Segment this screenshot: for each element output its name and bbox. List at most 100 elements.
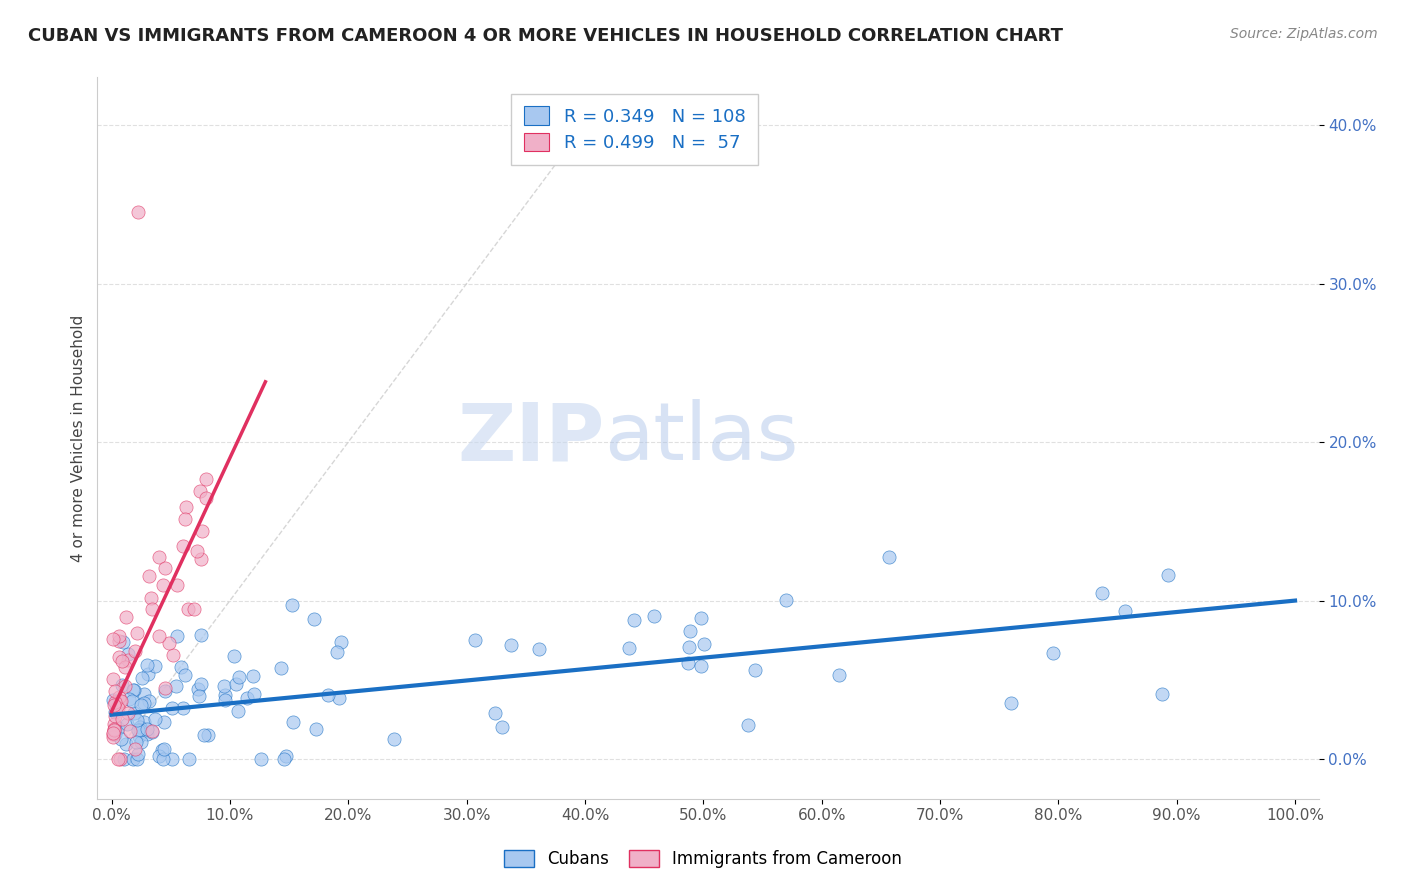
Point [124,644,146,658]
Point [270,661,292,675]
Point [103,632,125,646]
Point [127,205,149,219]
Point [226,704,249,718]
Point [104,695,127,709]
Text: atlas: atlas [605,399,799,477]
Point [104,683,127,698]
Point [155,684,177,698]
Point [148,549,170,564]
Point [283,715,305,730]
Point [117,706,139,720]
Point [157,636,180,650]
Point [107,752,129,766]
Point [127,723,149,738]
Point [115,738,138,752]
Point [152,752,174,766]
Point [125,713,148,727]
Point [222,648,245,663]
Point [101,727,124,741]
Point [174,667,197,681]
Point [141,725,163,739]
Point [148,629,170,643]
Point [678,656,700,670]
Point [382,732,405,747]
Point [129,698,152,713]
Point [195,491,218,505]
Point [678,640,700,654]
Point [190,524,212,538]
Point [176,500,198,514]
Point [118,691,141,706]
Point [464,632,486,647]
Point [183,602,205,616]
Text: Source: ZipAtlas.com: Source: ZipAtlas.com [1230,27,1378,41]
Point [124,735,146,749]
Point [877,549,900,564]
Point [197,728,219,742]
Point [1114,604,1136,618]
Point [527,642,550,657]
Point [111,635,134,649]
Point [177,602,200,616]
Point [129,723,152,737]
Point [188,689,211,703]
Point [136,666,159,681]
Legend: R = 0.349   N = 108, R = 0.499   N =  57: R = 0.349 N = 108, R = 0.499 N = 57 [512,94,758,165]
Point [138,694,160,708]
Point [127,747,149,761]
Point [1091,586,1114,600]
Point [141,601,163,615]
Point [250,752,273,766]
Point [110,731,132,746]
Point [131,671,153,685]
Point [108,634,131,648]
Point [125,752,148,766]
Point [108,752,131,766]
Point [128,729,150,743]
Point [134,714,156,729]
Point [139,591,162,606]
Point [304,612,326,626]
Point [174,512,197,526]
Point [104,723,127,737]
Point [1042,646,1064,660]
Point [104,727,127,741]
Point [195,471,218,485]
Point [122,683,145,698]
Point [190,552,212,566]
Point [236,691,259,706]
Point [110,694,132,708]
Point [243,687,266,701]
Point [188,484,211,499]
Point [329,635,352,649]
Point [1157,568,1180,582]
Point [117,653,139,667]
Point [170,660,193,674]
Point [212,679,235,693]
Point [118,723,141,738]
Point [122,706,145,720]
Point [111,654,134,668]
Point [150,742,173,756]
Point [190,677,212,691]
Point [276,749,298,764]
Point [1000,696,1022,710]
Point [214,693,236,707]
Point [155,681,177,695]
Point [328,690,350,705]
Point [1152,687,1174,701]
Point [115,717,138,731]
Point [141,724,163,739]
Point [122,683,145,698]
Point [103,698,125,712]
Point [166,578,188,592]
Point [775,593,797,607]
Y-axis label: 4 or more Vehicles in Household: 4 or more Vehicles in Household [72,315,86,562]
Point [131,735,153,749]
Point [153,715,176,730]
Point [187,682,209,697]
Point [107,629,129,643]
Point [177,752,200,766]
Point [160,752,183,766]
Point [122,752,145,766]
